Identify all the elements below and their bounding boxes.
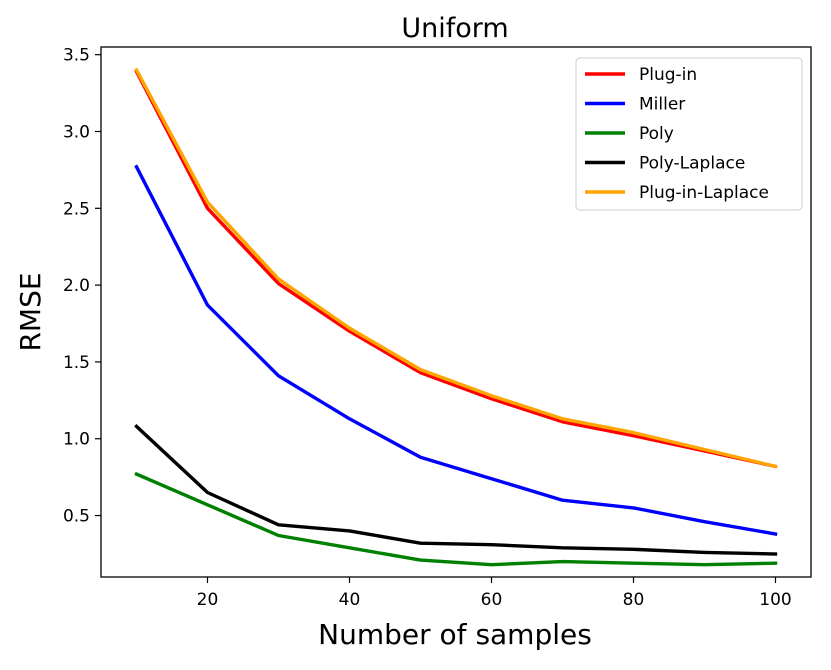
x-tick-label: 80: [623, 590, 645, 610]
series-line-poly: [134, 471, 778, 567]
x-tick-label: 40: [339, 590, 361, 610]
chart-title: Uniform: [401, 13, 508, 44]
plot-lines: [134, 67, 778, 567]
y-tick-label: 3.0: [63, 122, 90, 142]
series-line-miller: [134, 164, 778, 536]
y-tick-label: 1.5: [63, 353, 90, 373]
legend-label: Plug-in: [639, 65, 697, 85]
series-line-plug-in: [134, 69, 778, 469]
legend-label: Poly-Laplace: [639, 154, 745, 174]
legend-label: Miller: [639, 95, 685, 115]
y-axis: 0.5 1.0 1.5 2.0 2.5 3.0 3.5: [63, 46, 101, 527]
y-tick-label: 2.5: [63, 199, 90, 219]
y-tick-label: 3.5: [63, 46, 90, 66]
y-axis-label: RMSE: [14, 272, 47, 351]
x-axis: 20 40 60 80 100: [197, 577, 792, 610]
x-tick-label: 100: [759, 590, 791, 610]
x-axis-label: Number of samples: [318, 618, 592, 651]
y-tick-label: 0.5: [63, 507, 90, 527]
legend-label: Plug-in-Laplace: [639, 183, 769, 203]
legend: Plug-in Miller Poly Poly-Laplace Plug-in-Lap…: [575, 57, 803, 211]
plot-frame: [100, 46, 812, 578]
series-line-poly-laplace: [134, 423, 778, 556]
legend-box: [575, 57, 803, 211]
series-line-plug-in-laplace: [134, 67, 778, 469]
y-tick-label: 2.0: [63, 276, 90, 296]
x-tick-label: 20: [197, 590, 219, 610]
legend-label: Poly: [639, 124, 674, 144]
x-tick-label: 60: [481, 590, 503, 610]
y-tick-label: 1.0: [63, 430, 90, 450]
